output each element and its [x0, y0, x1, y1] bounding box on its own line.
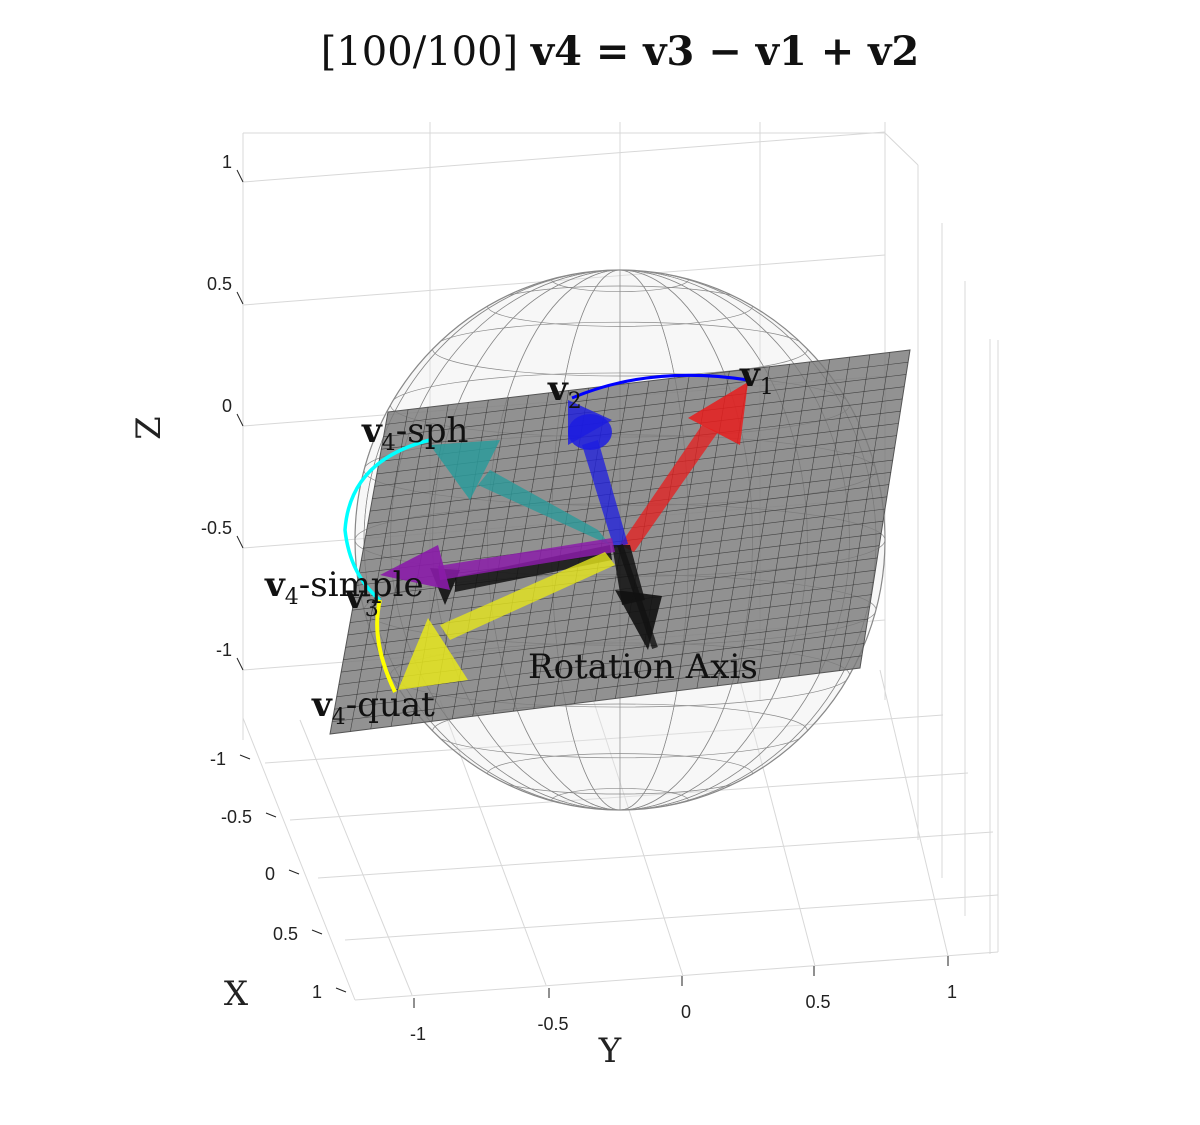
arc-v4sph-v4simple: [343, 438, 431, 602]
floor-gridline: [739, 679, 816, 967]
x-axis: -1 -0.5 0 0.5 1: [210, 749, 347, 1002]
plane-gridline: [347, 569, 876, 636]
plane-gridline: [717, 366, 770, 686]
floor-gridline: [264, 714, 944, 764]
y-tick-label: -0.5: [537, 1014, 568, 1034]
z-tick: [236, 657, 244, 671]
x-tick-label: -1: [210, 749, 226, 769]
z-gridline: [242, 254, 886, 306]
y-axis-label: Y: [598, 1031, 622, 1071]
z-axis-label: Z: [129, 416, 169, 440]
floor-gridline: [344, 894, 999, 941]
z-tick-label: 0: [222, 396, 232, 416]
floor-gridline: [589, 689, 684, 977]
floor-gridline: [879, 669, 949, 957]
label-v4-sph: v4-sph: [361, 411, 468, 456]
z-tick-label: 1: [222, 152, 232, 172]
plane-gridline: [655, 373, 710, 694]
title-prefix: [100/100]: [320, 29, 519, 75]
label-v4-quat: v4-quat: [311, 685, 435, 730]
z-tick-label: -0.5: [201, 518, 232, 538]
z-tick-label: -1: [216, 640, 232, 660]
label-v1: v1: [739, 355, 774, 400]
y-tick-label: 1: [947, 982, 957, 1002]
x-tick-label: 0.5: [273, 924, 298, 944]
arc-v4simple-v4quat: [375, 599, 397, 693]
vector-v1: [620, 382, 748, 552]
plane-gridline: [839, 352, 891, 671]
vector-v4-simple: [380, 538, 615, 590]
x-tick-label: 1: [312, 982, 322, 1002]
floor-gridline: [439, 699, 547, 986]
label-v2: v2: [547, 369, 582, 414]
plane-gridline: [352, 545, 880, 611]
title-equation: v4 = v3 − v1 + v2: [530, 28, 920, 75]
plane-gridline: [737, 364, 790, 684]
plane-gridline: [757, 361, 810, 681]
label-v3: v3: [344, 577, 379, 622]
x-tick: [288, 869, 300, 875]
plane-gridline: [798, 357, 851, 676]
plane-gridline: [350, 557, 878, 623]
y-axis: -1 -0.5 0 0.5 1: [410, 956, 957, 1044]
x-tick: [311, 929, 323, 935]
x-tick-label: 0: [265, 864, 275, 884]
x-tick: [335, 987, 347, 993]
vector-v4-quat: [398, 552, 615, 690]
x-axis-label: X: [224, 974, 249, 1014]
z-tick: [236, 169, 244, 183]
floor-gridline: [299, 719, 413, 996]
z-tick: [236, 535, 244, 549]
arc-v2-v1: [571, 373, 749, 400]
rotation-axis-line: [617, 544, 658, 649]
z-axis: 1 0.5 0 -0.5 -1: [201, 152, 244, 671]
y-tick-label: -1: [410, 1024, 426, 1044]
chart-title: [100/100] v4 = v3 − v1 + v2: [0, 28, 1200, 75]
floor-gridline: [289, 772, 969, 821]
box-line: [242, 717, 356, 1001]
vector-v2: [568, 400, 628, 548]
x-tick: [239, 754, 251, 760]
vector-v4-sph: [430, 440, 610, 545]
z-tick-label: 0.5: [207, 274, 232, 294]
box-line: [884, 132, 919, 166]
floor-gridline: [317, 831, 994, 879]
label-v4-simple: v4-simple: [264, 565, 424, 610]
box-line: [354, 951, 999, 1001]
plane-gridline: [818, 354, 871, 674]
z-gridline: [242, 131, 886, 183]
z-tick: [236, 413, 244, 427]
plane-gridline: [334, 643, 864, 710]
plane-gridline: [332, 655, 862, 722]
x-tick-label: -0.5: [221, 807, 252, 827]
x-tick: [265, 812, 277, 818]
z-tick: [236, 291, 244, 305]
label-rotation-axis: Rotation Axis: [528, 647, 758, 687]
plane-gridline: [778, 359, 830, 679]
y-tick-label: 0.5: [805, 992, 830, 1012]
y-tick-label: 0: [681, 1002, 691, 1022]
